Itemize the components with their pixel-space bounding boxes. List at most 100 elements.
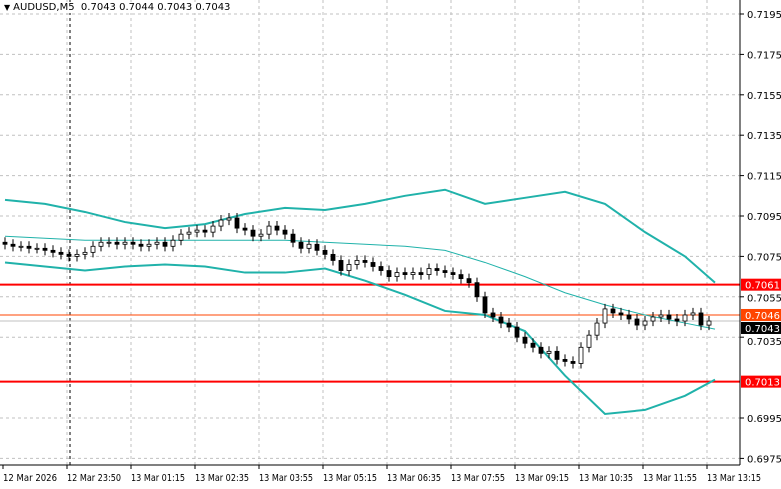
candle-bear <box>66 253 72 257</box>
bollinger-upper <box>4 188 716 284</box>
candle-bear <box>442 270 448 273</box>
candle-bear <box>242 227 248 231</box>
triangle-down-icon[interactable]: ▼ <box>4 3 11 12</box>
candle-bear <box>474 282 480 298</box>
candle-bear <box>138 243 144 247</box>
candle-bull <box>210 225 216 233</box>
candle-bull <box>106 241 112 244</box>
candle-bear <box>234 217 240 229</box>
candle-bear <box>610 308 616 314</box>
candle-bull <box>98 241 104 247</box>
candle-bear <box>450 272 456 275</box>
candle-bear <box>674 318 680 322</box>
y-tick-label: 0.7095 <box>747 212 781 223</box>
y-tick-label: 0.7115 <box>747 172 781 183</box>
y-tick-label: 0.6975 <box>747 454 781 465</box>
candle-bull <box>578 346 584 364</box>
candle-bear <box>362 260 368 263</box>
x-tick-label: 13 Mar 07:55 <box>451 473 505 484</box>
y-tick-label: 0.6995 <box>747 414 781 425</box>
candle-bull <box>658 314 664 318</box>
candle-bear <box>42 247 48 251</box>
candle-bull <box>682 314 688 322</box>
price-tag: 0.7046 <box>745 311 780 322</box>
price-tag-bg <box>741 278 781 291</box>
candle-bear <box>338 260 344 271</box>
y-tick-label: 0.7075 <box>747 252 781 263</box>
candle-bull <box>594 322 600 336</box>
candle-bull <box>354 260 360 265</box>
price-tag: 0.7061 <box>745 281 780 292</box>
candle-bull <box>146 243 152 247</box>
candle-bear <box>498 316 504 324</box>
y-tick-label: 0.7155 <box>747 91 781 102</box>
candle-bear <box>434 268 440 271</box>
candle-bull <box>546 350 552 354</box>
candle-bull <box>90 245 96 253</box>
candle-bear <box>298 241 304 249</box>
price-tag: 0.7043 <box>745 324 780 335</box>
price-tag: 0.7013 <box>745 378 780 389</box>
symbol-label: AUDUSD,M5 <box>13 2 75 13</box>
y-tick-label: 0.7055 <box>747 294 781 305</box>
x-tick-label: 13 Mar 01:15 <box>131 473 185 484</box>
ohlc-readout: 0.7043 0.7044 0.7043 0.7043 <box>80 2 231 13</box>
candle-bull <box>690 312 696 316</box>
candle-bull <box>18 245 24 248</box>
x-tick-label: 12 Mar 23:50 <box>67 473 121 484</box>
candle-bull <box>586 334 592 348</box>
candle-bull <box>426 268 432 275</box>
price-tag-bg <box>741 375 781 388</box>
y-tick-label: 0.7175 <box>747 50 781 61</box>
candle-bear <box>626 314 632 320</box>
candle-bear <box>370 262 376 267</box>
candle-bear <box>514 326 520 338</box>
candle-bear <box>522 336 528 344</box>
candle-bear <box>562 359 568 362</box>
chart-title: ▼ AUDUSD,M5 0.7043 0.7044 0.7043 0.7043 <box>4 2 234 13</box>
candle-bear <box>50 249 56 253</box>
candle-bull <box>194 229 200 233</box>
y-tick-label: 0.7035 <box>747 337 781 348</box>
bollinger-lower <box>4 261 716 416</box>
candle-bull <box>218 219 224 227</box>
candle-bull <box>602 308 608 324</box>
candle-bull <box>706 320 712 326</box>
candle-bear <box>250 229 256 237</box>
x-tick-label: 13 Mar 02:35 <box>195 473 249 484</box>
candle-bear <box>506 322 512 328</box>
candle-bear <box>570 361 576 364</box>
candle-bear <box>274 225 280 231</box>
candle-bull <box>306 243 312 249</box>
candle-bear <box>58 251 64 255</box>
candle-bear <box>130 241 136 245</box>
candle-bear <box>482 296 488 314</box>
candle-bear <box>458 274 464 280</box>
y-tick-label: 0.7135 <box>747 131 781 142</box>
candle-bull <box>34 247 40 250</box>
price-tag-bg <box>741 308 781 321</box>
candle-bear <box>634 318 640 326</box>
candle-bear <box>418 272 424 275</box>
x-tick-label: 13 Mar 13:15 <box>707 473 761 484</box>
candle-bear <box>202 229 208 233</box>
x-tick-label: 13 Mar 03:55 <box>259 473 313 484</box>
candle-bear <box>26 245 32 249</box>
candle-bull <box>394 272 400 277</box>
candle-bear <box>114 241 120 245</box>
candle-bear <box>386 270 392 278</box>
candle-bear <box>282 229 288 235</box>
candle-bear <box>290 233 296 243</box>
candle-bear <box>490 312 496 318</box>
candle-bear <box>666 314 672 320</box>
candle-bear <box>618 312 624 316</box>
candle-bull <box>154 241 160 245</box>
candle-bull <box>266 225 272 235</box>
candle-bear <box>538 346 544 354</box>
candle-bear <box>378 266 384 271</box>
candle-bear <box>698 312 704 326</box>
x-tick-label: 13 Mar 09:15 <box>515 473 569 484</box>
candle-bear <box>530 342 536 348</box>
